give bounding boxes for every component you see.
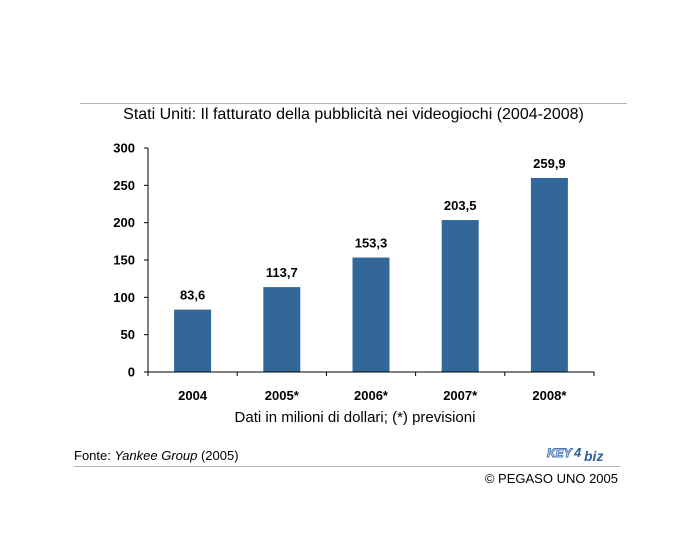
x-tick-label: 2008* <box>532 388 567 403</box>
y-axis-ticks: 0 50 100 150 200 250 300 <box>113 141 148 380</box>
logo-biz-text: biz <box>584 448 603 464</box>
source-note: Fonte: Yankee Group (2005) <box>74 448 239 463</box>
value-label: 203,5 <box>444 198 477 213</box>
copyright: © PEGASO UNO 2005 <box>484 471 618 486</box>
logo-key-text: KEY <box>547 446 573 460</box>
value-label: 83,6 <box>180 288 205 303</box>
value-label: 153,3 <box>355 236 388 251</box>
x-axis-ticks: 2004 2005* 2006* 2007* 2008* <box>147 372 595 403</box>
value-label: 259,9 <box>533 156 566 171</box>
key4biz-logo: KEY 4 biz <box>547 445 604 464</box>
x-tick-label: 2007* <box>443 388 478 403</box>
y-tick-label: 50 <box>121 327 135 342</box>
y-tick-label: 300 <box>113 141 135 156</box>
y-tick-label: 150 <box>113 253 135 268</box>
chart-title: Stati Uniti: Il fatturato della pubblici… <box>123 106 584 123</box>
source-name: Yankee Group <box>114 448 198 463</box>
bar-2008 <box>530 177 568 372</box>
y-tick-label: 0 <box>128 365 135 380</box>
bar-2005 <box>263 287 301 372</box>
x-tick-label: 2005* <box>265 388 300 403</box>
value-label: 113,7 <box>266 265 298 280</box>
x-axis-label: Dati in milioni di dollari; (*) previsio… <box>234 409 476 426</box>
x-tick-label: 2004 <box>178 388 208 403</box>
logo-digit: 4 <box>573 445 582 460</box>
source-prefix: Fonte: <box>74 448 115 463</box>
value-labels-group: 83,6 113,7 153,3 203,5 259,9 <box>180 156 566 303</box>
y-tick-label: 200 <box>113 215 135 230</box>
x-tick-label: 2006* <box>354 388 389 403</box>
bar-2007 <box>441 220 479 372</box>
source-suffix: (2005) <box>197 448 239 463</box>
bars-group <box>174 177 568 372</box>
bar-2004 <box>174 309 212 372</box>
y-tick-label: 250 <box>113 178 135 193</box>
title-top-rule <box>80 103 627 104</box>
footer-rule <box>74 466 620 467</box>
bar-2006 <box>352 257 390 372</box>
y-tick-label: 100 <box>113 290 135 305</box>
